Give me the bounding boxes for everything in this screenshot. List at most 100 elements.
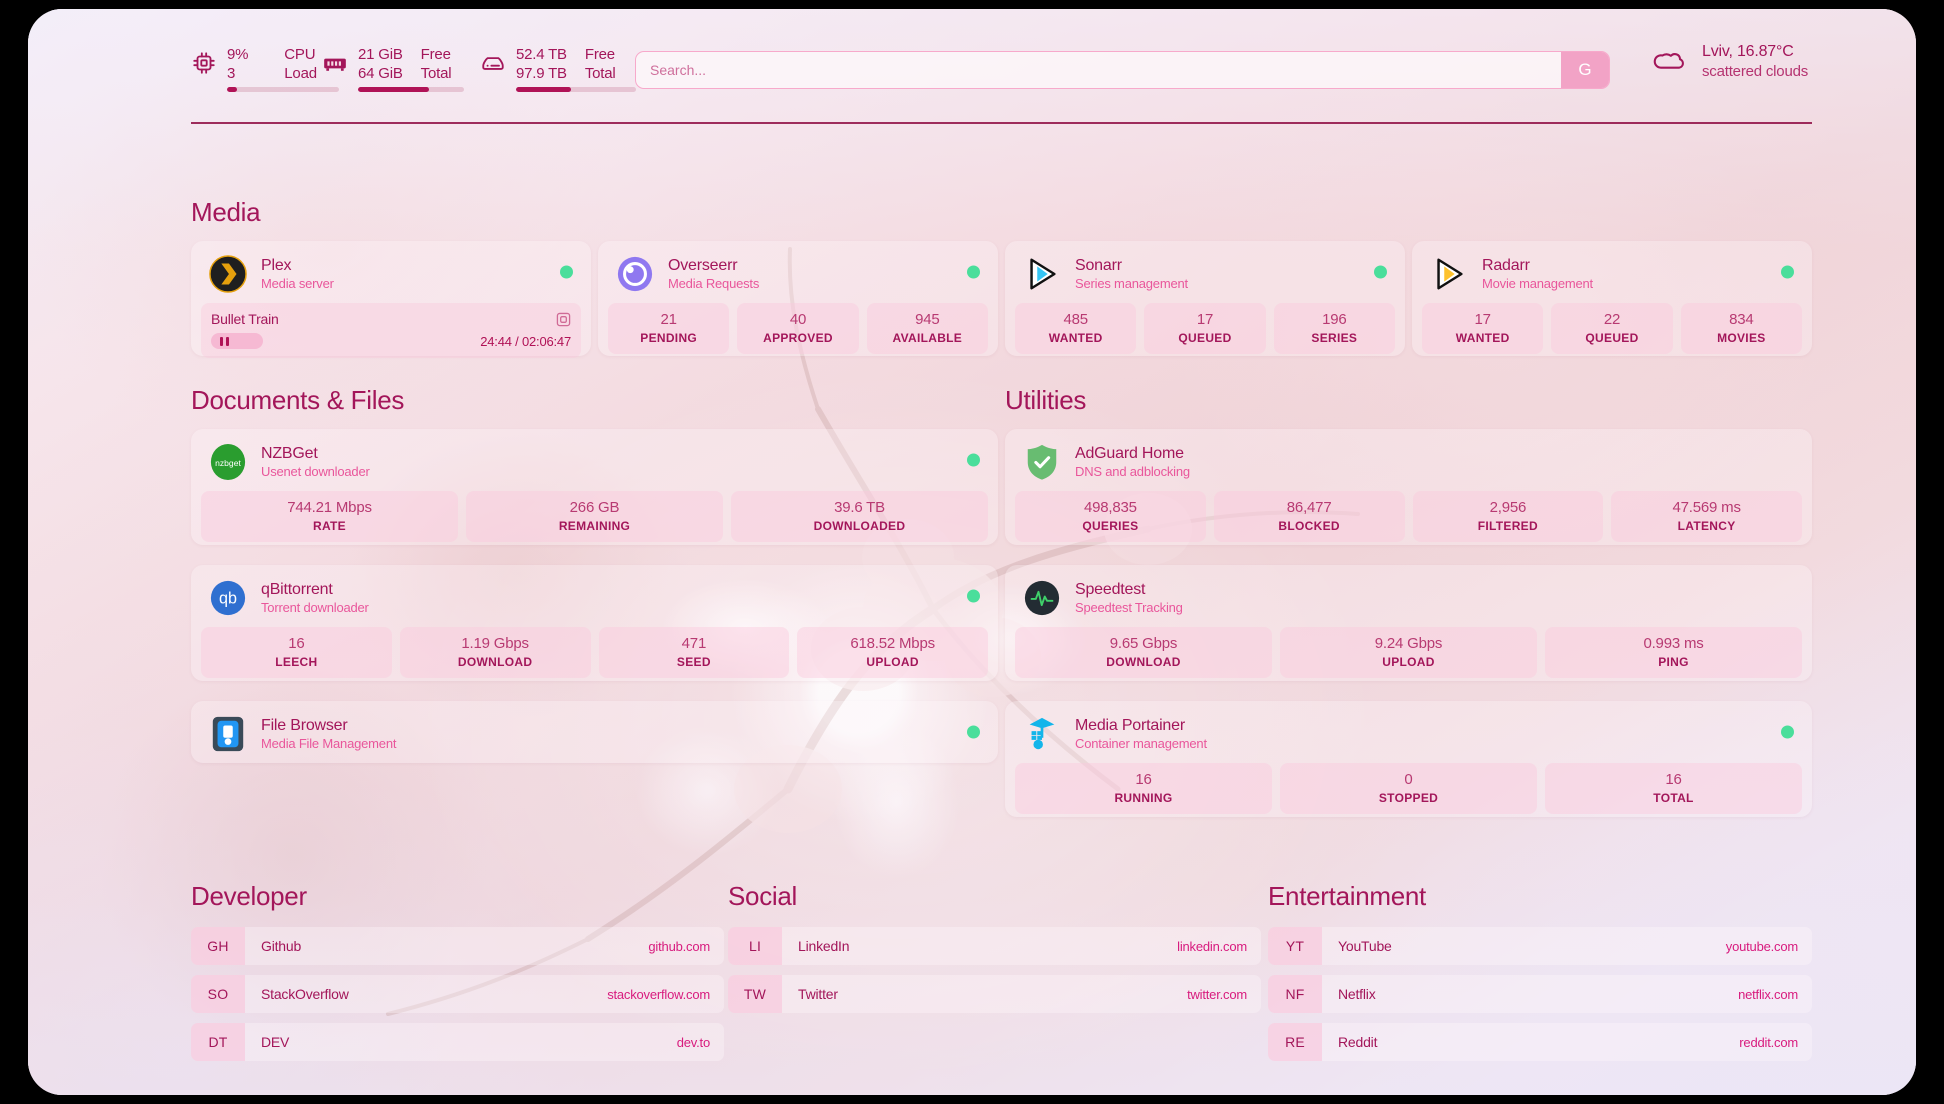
bookmark-item-netflix[interactable]: NF Netflix netflix.com: [1268, 975, 1812, 1013]
stat-label: SERIES: [1311, 331, 1358, 345]
bookmark-url: dev.to: [676, 1034, 710, 1050]
dashboard-screen: 9% 3 CPU Load: [28, 9, 1916, 1095]
service-subtitle: Media Requests: [668, 276, 760, 291]
stat-value: 0.993 ms: [1643, 635, 1704, 652]
bookmark-badge: GH: [191, 927, 245, 965]
qbittorrent-icon: qb: [210, 580, 246, 616]
stat-value: 40: [789, 311, 807, 328]
stat-value: 17: [1474, 311, 1491, 328]
bookmark-badge: NF: [1268, 975, 1322, 1013]
ram-usage-bar: [358, 87, 464, 92]
cast-icon[interactable]: [556, 312, 571, 327]
wallpaper-branches: [386, 247, 1360, 1016]
service-card-media-portainer[interactable]: Media Portainer Container management 16 …: [1005, 701, 1812, 817]
bookmark-name: Github: [261, 938, 302, 954]
stat-value: 945: [915, 311, 940, 328]
service-name: Sonarr: [1075, 257, 1122, 274]
service-card-adguard-home[interactable]: AdGuard Home DNS and adblocking 498,835 …: [1005, 429, 1812, 545]
card-header: File Browser Media File Management: [191, 701, 998, 763]
pause-button[interactable]: [211, 333, 263, 349]
search-bar[interactable]: G: [635, 51, 1610, 89]
service-name: Radarr: [1482, 257, 1530, 274]
bookmark-url: youtube.com: [1725, 938, 1798, 954]
bookmark-url: reddit.com: [1739, 1034, 1798, 1050]
now-playing-panel: Bullet Train 24:44 / 02:06:47: [201, 303, 581, 358]
bookmark-url: netflix.com: [1738, 986, 1798, 1002]
bookmark-item-twitter[interactable]: TW Twitter twitter.com: [728, 975, 1261, 1013]
service-card-file-browser[interactable]: File Browser Media File Management: [191, 701, 998, 763]
search-engine-button[interactable]: G: [1561, 52, 1609, 88]
stat-row: 744.21 Mbps RATE 266 GB REMAINING 39.6 T…: [191, 491, 998, 552]
ram-icon: [324, 58, 346, 71]
service-card-nzbget[interactable]: nzbget NZBGet Usenet downloader 744.21 M…: [191, 429, 998, 545]
bookmark-item-github[interactable]: GH Github github.com: [191, 927, 724, 965]
stat-cell: 17 WANTED: [1422, 303, 1544, 354]
service-card-plex[interactable]: Plex Media server Bullet Train 24:44 / 0…: [191, 241, 591, 358]
status-indicator-online: [560, 265, 573, 279]
service-subtitle: Series management: [1075, 276, 1188, 291]
section-title-utilities: Utilities: [1005, 385, 1087, 415]
bookmark-item-linkedin[interactable]: LI LinkedIn linkedin.com: [728, 927, 1261, 965]
stat-label: REMAINING: [558, 519, 631, 533]
stat-cell: 0 STOPPED: [1280, 763, 1537, 814]
status-indicator-online: [1781, 265, 1794, 279]
stat-cell: 16 TOTAL: [1545, 763, 1802, 814]
stat-value: 485: [1063, 311, 1088, 328]
stat-cell: 22 QUEUED: [1551, 303, 1673, 354]
sonarr-icon: [1030, 258, 1056, 290]
bookmark-item-dev[interactable]: DT DEV dev.to: [191, 1023, 724, 1061]
card-header: Sonarr Series management: [1005, 241, 1405, 303]
stat-label: DOWNLOAD: [1106, 655, 1181, 669]
card-header: Plex Media server: [191, 241, 591, 303]
status-indicator-online: [967, 265, 980, 279]
stat-cell: 945 AVAILABLE: [866, 303, 988, 354]
bookmark-url: linkedin.com: [1177, 938, 1247, 954]
cpu-usage-label: CPU: [284, 46, 316, 63]
weather-location-temp: Lviv, 16.87°C: [1702, 43, 1794, 60]
service-name: NZBGet: [261, 445, 318, 462]
stat-value: 834: [1729, 311, 1754, 328]
stat-value: 16: [1665, 771, 1682, 788]
stat-label: APPROVED: [763, 331, 833, 345]
service-card-speedtest[interactable]: Speedtest Speedtest Tracking 9.65 Gbps D…: [1005, 565, 1812, 681]
stat-row: 21 PENDING 40 APPROVED 945 AVAILABLE: [598, 303, 998, 364]
stat-value: 498,835: [1083, 499, 1137, 516]
service-card-qbittorrent[interactable]: qb qBittorrent Torrent downloader 16 LEE…: [191, 565, 998, 681]
stat-row: 16 RUNNING 0 STOPPED 16 TOTAL: [1005, 763, 1812, 824]
service-card-overseerr[interactable]: Overseerr Media Requests 21 PENDING 40 A…: [598, 241, 998, 356]
stat-cell: 9.65 Gbps DOWNLOAD: [1015, 627, 1272, 678]
overseerr-icon: [617, 256, 653, 292]
stat-value: 266 GB: [569, 499, 620, 516]
bookmark-badge: LI: [728, 927, 782, 965]
service-card-radarr[interactable]: Radarr Movie management 17 WANTED 22 QUE…: [1412, 241, 1812, 356]
bookmark-url: github.com: [648, 938, 710, 954]
bookmark-item-youtube[interactable]: YT YouTube youtube.com: [1268, 927, 1812, 965]
service-card-sonarr[interactable]: Sonarr Series management 485 WANTED 17 Q…: [1005, 241, 1405, 356]
bookmark-item-reddit[interactable]: RE Reddit reddit.com: [1268, 1023, 1812, 1061]
cpu-load-label: Load: [284, 65, 317, 82]
stat-row: 498,835 QUERIES 86,477 BLOCKED 2,956 FIL…: [1005, 491, 1812, 552]
stat-cell: 618.52 Mbps UPLOAD: [797, 627, 988, 678]
stat-label: MOVIES: [1717, 331, 1766, 345]
bookmark-badge: YT: [1268, 927, 1322, 965]
stat-label: QUEUED: [1585, 331, 1639, 345]
disk-usage-bar: [516, 87, 636, 92]
disk-stat-widget: 52.4 TB 97.9 TB Free Total: [480, 45, 636, 92]
cpu-load-value: 3: [227, 65, 236, 82]
bookmark-url: twitter.com: [1187, 986, 1247, 1002]
stat-value: 196: [1322, 311, 1347, 328]
stat-value: 39.6 TB: [834, 499, 885, 516]
stat-cell: 9.24 Gbps UPLOAD: [1280, 627, 1537, 678]
stat-label: PENDING: [640, 331, 698, 345]
stat-value: 17: [1196, 311, 1214, 328]
search-input[interactable]: [636, 52, 1561, 88]
card-header: Media Portainer Container management: [1005, 701, 1812, 763]
bookmark-badge: DT: [191, 1023, 245, 1061]
bookmark-name: StackOverflow: [261, 986, 349, 1002]
bookmark-item-stackoverflow[interactable]: SO StackOverflow stackoverflow.com: [191, 975, 724, 1013]
service-name: Overseerr: [668, 257, 738, 274]
stat-value: 1.19 Gbps: [461, 635, 529, 652]
stat-value: 21: [660, 311, 677, 328]
status-indicator-online: [967, 589, 980, 603]
stat-label: WANTED: [1048, 331, 1103, 345]
